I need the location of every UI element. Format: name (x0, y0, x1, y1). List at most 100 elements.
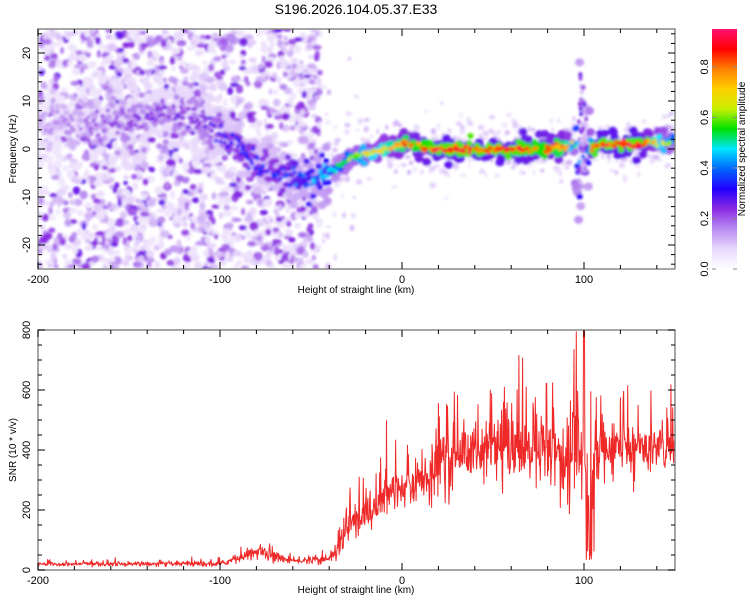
spectrogram-ridge-mark (156, 143, 163, 149)
spectrogram-spike-mark (584, 116, 589, 122)
spectrogram-noise-mark (213, 55, 222, 62)
spectrogram-ridge-mark (174, 31, 184, 40)
spectrogram-ridge-mark (505, 146, 510, 151)
spectrogram-ridge-mark (305, 182, 310, 187)
spectrogram-noise-mark (333, 254, 337, 262)
spectrogram-noise-mark (182, 222, 188, 228)
spectrogram-noise-mark (91, 224, 99, 230)
spectrogram-ridge-mark (195, 117, 200, 122)
spectrogram-ridge-mark (71, 67, 81, 76)
colorbar: 0.0 0.2 0.4 0.6 0.8 Normalized spectral ampl… (699, 29, 748, 277)
spectrogram-ridge-mark (435, 147, 440, 152)
spectrogram-noise-mark (258, 29, 263, 35)
spectrogram-noise-mark (239, 37, 248, 47)
spectrogram-noise-mark (441, 170, 449, 175)
spectrogram-noise-mark (272, 71, 278, 79)
spectrogram-noise-mark (257, 120, 263, 128)
spectrogram-ridge-mark (53, 143, 63, 152)
spectrogram-noise-mark (394, 119, 399, 126)
spectrogram-ridge-mark (467, 132, 474, 139)
spectrogram-ridge-mark (109, 77, 119, 87)
spectrogram-ridge-mark (138, 135, 148, 144)
spectrogram-noise-mark (505, 160, 511, 165)
colorbar-ticks: 0.0 0.2 0.4 0.6 0.8 (699, 59, 737, 277)
spectrogram-noise-mark (169, 245, 180, 253)
spectrogram-noise-mark (247, 42, 252, 49)
spectrogram-noise-mark (285, 244, 296, 254)
spectrogram-noise-mark (387, 162, 394, 169)
spectrogram-noise-mark (154, 185, 164, 195)
spectrogram-noise-mark (270, 131, 279, 140)
spectrogram-ridge-mark (235, 144, 241, 149)
spectrogram-ridge-mark (69, 144, 77, 151)
spectrogram-noise-mark (42, 232, 53, 240)
spectrogram-noise-mark (664, 163, 672, 168)
spectrogram-ridge-mark (139, 124, 144, 129)
spectrogram-noise-mark (118, 48, 125, 53)
spectrogram-noise-mark (189, 184, 197, 190)
spectrogram-ridge-mark (115, 83, 125, 92)
spectrogram-ridge-mark (422, 157, 432, 166)
spectrogram-noise-mark (248, 123, 258, 129)
spectrogram-noise-mark (550, 127, 555, 132)
spectrogram-noise-mark (460, 173, 467, 178)
spectrogram-ridge-mark (182, 90, 192, 99)
spectrogram-ridge-mark (510, 147, 516, 152)
spectrogram-ridge-mark (585, 149, 590, 154)
spectrogram-noise-mark (108, 217, 116, 226)
spectrogram-noise-mark (204, 235, 211, 245)
spectrogram-noise-mark (184, 201, 189, 211)
spectrogram-noise-mark (325, 263, 332, 269)
spectrogram-noise-mark (267, 221, 272, 230)
spectrogram-ridge-mark (173, 116, 178, 121)
spectrogram-ridge-mark (202, 131, 210, 137)
spectrogram-ridge-mark (42, 111, 47, 116)
spectrogram-noise-mark (223, 204, 231, 211)
spectrogram-noise-mark (332, 211, 338, 219)
spectrogram-ridge-mark (236, 139, 242, 144)
spectrogram-noise-mark (122, 228, 132, 235)
spectrogram-ridge-mark (263, 135, 273, 144)
spectrogram-noise-mark (72, 186, 81, 195)
spectrogram-ridge-mark (353, 156, 358, 161)
spectrogram-noise-mark (43, 38, 52, 45)
spectrogram-noise-mark (259, 78, 267, 83)
spectrogram-ridge-mark (257, 167, 262, 171)
spectrogram-ridge-mark (248, 158, 254, 163)
spectrogram-ridge-mark (569, 140, 575, 145)
spectrogram-ridge-mark (272, 157, 280, 164)
spectrogram-noise-mark (226, 256, 234, 262)
spectrogram-ridge-mark (563, 147, 568, 152)
spectrogram-ridge-mark (161, 145, 168, 151)
spectrogram-noise-mark (273, 29, 283, 33)
spectrogram-noise-mark (199, 201, 206, 210)
spectrogram-noise-mark (76, 209, 84, 217)
spectrogram-ridge-mark (299, 135, 309, 145)
spectrogram-ridge-mark (49, 110, 55, 115)
spectrogram-spike-mark (581, 85, 586, 91)
spectrogram-noise-mark (488, 114, 495, 120)
spectrogram-noise-mark (268, 35, 273, 45)
spectrogram-noise-mark (71, 258, 82, 265)
spectrogram-noise-mark (273, 205, 280, 211)
spectrogram-ridge-mark (143, 115, 149, 120)
spectrogram-noise-mark (127, 234, 133, 242)
spectrogram-ridge-mark (402, 134, 410, 141)
spectrogram-noise-mark (256, 198, 264, 207)
spectrogram-ridge-mark (218, 139, 223, 144)
spectrogram-noise-mark (81, 263, 91, 269)
spectrogram-noise-mark (436, 122, 441, 130)
spectrogram-ridge-mark (176, 139, 186, 148)
spectrogram-noise-mark (283, 35, 288, 41)
spectrogram-ridge-mark (215, 147, 225, 156)
spectrogram-x-ticks: -200 -100 0 100 (27, 29, 658, 286)
y-tick-label: 10 (21, 95, 33, 107)
spectrogram-noise-mark (322, 232, 326, 239)
spectrogram-noise-mark (157, 65, 167, 70)
x-tick-label: -100 (209, 575, 231, 587)
spectrogram-ridge-mark (194, 102, 201, 109)
spectrogram-noise-mark (158, 154, 164, 161)
spectrogram-ridge-mark (270, 146, 280, 155)
spectrogram-noise-mark (126, 196, 136, 204)
